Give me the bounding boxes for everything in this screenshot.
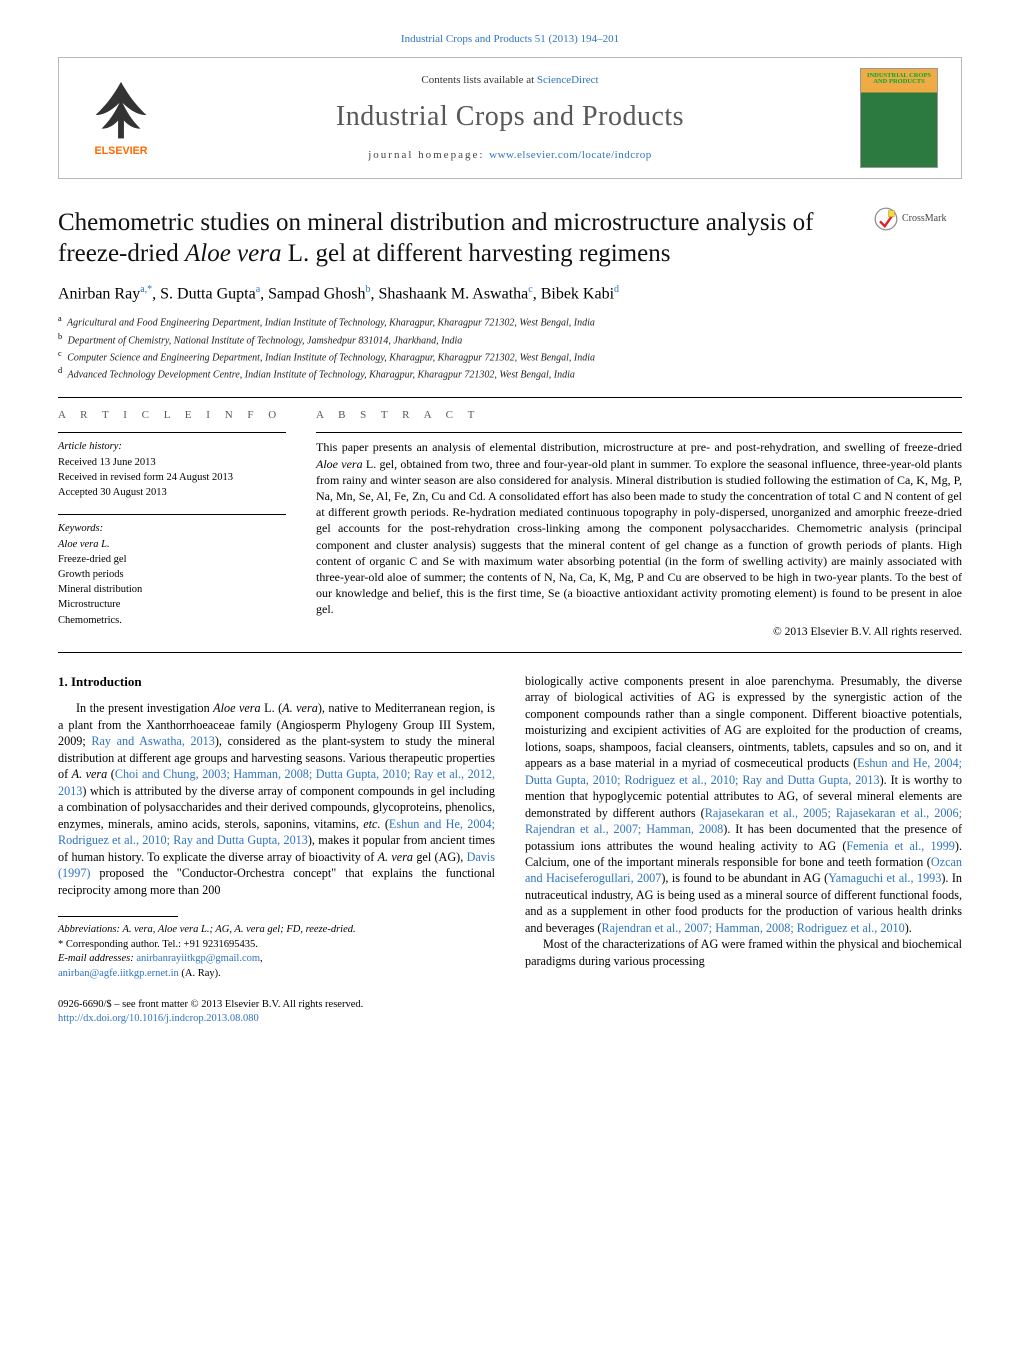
crossmark-label: CrossMark xyxy=(902,212,946,226)
p1-t1: In the present investigation xyxy=(76,701,213,715)
p1-t10: proposed the "Conductor-Orchestra concep… xyxy=(58,866,495,896)
keyword-line: Mineral distribution xyxy=(58,582,286,597)
section-1-head: 1. Introduction xyxy=(58,673,495,691)
author-list: Anirban Raya,*, S. Dutta Guptaa, Sampad … xyxy=(58,283,962,305)
svg-text:ELSEVIER: ELSEVIER xyxy=(94,145,147,157)
abstract-taxon: Aloe vera xyxy=(316,457,363,471)
affiliation-line: a Agricultural and Food Engineering Depa… xyxy=(58,313,962,330)
keyword-line: Chemometrics. xyxy=(58,613,286,628)
p1-t2: L. ( xyxy=(261,701,283,715)
article-history-head: Article history: xyxy=(58,439,286,454)
homepage-prefix: journal homepage: xyxy=(368,149,489,161)
journal-homepage-line: journal homepage: www.elsevier.com/locat… xyxy=(167,148,853,163)
masthead-center: Contents lists available at ScienceDirec… xyxy=(167,73,853,162)
cite-yamaguchi-1993[interactable]: Yamaguchi et al., 1993 xyxy=(828,871,941,885)
keyword-line: Microstructure xyxy=(58,597,286,612)
email-line-2: anirban@agfe.iitkgp.ernet.in (A. Ray). xyxy=(58,967,495,982)
abbrev-label: Abbreviations: xyxy=(58,924,120,935)
journal-name: Industrial Crops and Products xyxy=(167,98,853,136)
rule-below-abstract xyxy=(58,652,962,653)
affiliation-line: b Department of Chemistry, National Inst… xyxy=(58,331,962,348)
contents-available-line: Contents lists available at ScienceDirec… xyxy=(167,73,853,88)
abstract-copyright: © 2013 Elsevier B.V. All rights reserved… xyxy=(316,625,962,641)
abstract-post: L. gel, obtained from two, three and fou… xyxy=(316,457,962,617)
affiliations: a Agricultural and Food Engineering Depa… xyxy=(58,313,962,382)
front-matter-meta: 0926-6690/$ – see front matter © 2013 El… xyxy=(58,998,495,1026)
crossmark-icon xyxy=(874,207,898,231)
keyword-line: Growth periods xyxy=(58,567,286,582)
email-sep: , xyxy=(260,953,263,964)
p1-i3: A. vera xyxy=(72,767,108,781)
title-italic-taxon: Aloe vera xyxy=(185,240,281,267)
keyword-line: Aloe vera L. xyxy=(58,537,286,552)
email-line: E-mail addresses: anirbanrayiitkgp@gmail… xyxy=(58,952,495,967)
affiliation-line: c Computer Science and Engineering Depar… xyxy=(58,348,962,365)
cite-ray-aswatha-2013[interactable]: Ray and Aswatha, 2013 xyxy=(91,734,214,748)
affiliation-line: d Advanced Technology Development Centre… xyxy=(58,365,962,382)
history-line: Received 13 June 2013 xyxy=(58,455,286,470)
email-label: E-mail addresses: xyxy=(58,953,134,964)
article-info-column: A R T I C L E I N F O Article history: R… xyxy=(58,408,286,642)
journal-cover-icon: INDUSTRIAL CROPS AND PRODUCTS xyxy=(860,68,938,168)
article-title: Chemometric studies on mineral distribut… xyxy=(58,207,856,270)
article-info-head: A R T I C L E I N F O xyxy=(58,408,286,423)
cite-femenia-1999[interactable]: Femenia et al., 1999 xyxy=(846,839,954,853)
intro-para-3: Most of the characterizations of AG were… xyxy=(525,936,962,969)
p1-i4: etc. xyxy=(363,817,380,831)
sciencedirect-link[interactable]: ScienceDirect xyxy=(537,74,599,86)
p1-i2: A. vera xyxy=(282,701,318,715)
p2-t5: ), is found to be abundant in AG ( xyxy=(661,871,828,885)
p1-t5: ( xyxy=(107,767,115,781)
intro-para-2: biologically active components present i… xyxy=(525,673,962,937)
citation-link[interactable]: Industrial Crops and Products 51 (2013) … xyxy=(401,33,619,45)
journal-homepage-link[interactable]: www.elsevier.com/locate/indcrop xyxy=(489,149,652,161)
p1-t9: gel (AG), xyxy=(413,850,467,864)
corresponding-author-line: * Corresponding author. Tel.: +91 923169… xyxy=(58,938,495,953)
keywords-head: Keywords: xyxy=(58,521,286,536)
abstract-column: A B S T R A C T This paper presents an a… xyxy=(316,408,962,642)
footnotes: Abbreviations: A. vera, Aloe vera L.; AG… xyxy=(58,923,495,982)
keywords-block: Keywords: Aloe vera L.Freeze-dried gelGr… xyxy=(58,514,286,628)
p1-i1: Aloe vera xyxy=(213,701,260,715)
abbreviations-line: Abbreviations: A. vera, Aloe vera L.; AG… xyxy=(58,923,495,938)
p1-i5: A. vera xyxy=(378,850,413,864)
issn-copyright-line: 0926-6690/$ – see front matter © 2013 El… xyxy=(58,998,495,1012)
cite-rajendran-2007-etc[interactable]: Rajendran et al., 2007; Hamman, 2008; Ro… xyxy=(601,921,904,935)
footnote-separator xyxy=(58,916,178,917)
email-tail: (A. Ray). xyxy=(179,968,221,979)
author-email-2[interactable]: anirban@agfe.iitkgp.ernet.in xyxy=(58,968,179,979)
header-citation: Industrial Crops and Products 51 (2013) … xyxy=(58,32,962,47)
abbrev-text: A. vera, Aloe vera L.; AG, A. vera gel; … xyxy=(120,924,356,935)
intro-para-1: In the present investigation Aloe vera L… xyxy=(58,700,495,898)
body-two-column: 1. Introduction In the present investiga… xyxy=(58,673,962,1026)
title-post: L. gel at different harvesting regimens xyxy=(281,240,670,267)
author-email-1[interactable]: anirbanrayiitkgp@gmail.com xyxy=(136,953,260,964)
p1-t7: ( xyxy=(381,817,389,831)
journal-cover-title: INDUSTRIAL CROPS AND PRODUCTS xyxy=(861,72,937,87)
abstract-body: This paper presents an analysis of eleme… xyxy=(316,432,962,641)
doi-link[interactable]: http://dx.doi.org/10.1016/j.indcrop.2013… xyxy=(58,1013,259,1024)
keyword-line: Freeze-dried gel xyxy=(58,552,286,567)
masthead: ELSEVIER Contents lists available at Sci… xyxy=(58,57,962,179)
crossmark-badge[interactable]: CrossMark xyxy=(874,207,962,231)
p2-t7: ). xyxy=(905,921,912,935)
article-history-block: Article history: Received 13 June 2013Re… xyxy=(58,432,286,500)
rule-above-info xyxy=(58,397,962,398)
publisher-logo-slot: ELSEVIER xyxy=(75,72,167,165)
history-line: Received in revised form 24 August 2013 xyxy=(58,470,286,485)
elsevier-logo-icon: ELSEVIER xyxy=(82,72,160,165)
abstract-head: A B S T R A C T xyxy=(316,408,962,423)
contents-prefix: Contents lists available at xyxy=(421,74,536,86)
history-line: Accepted 30 August 2013 xyxy=(58,485,286,500)
journal-cover-slot: INDUSTRIAL CROPS AND PRODUCTS xyxy=(853,68,945,168)
abstract-pre: This paper presents an analysis of eleme… xyxy=(316,440,962,454)
